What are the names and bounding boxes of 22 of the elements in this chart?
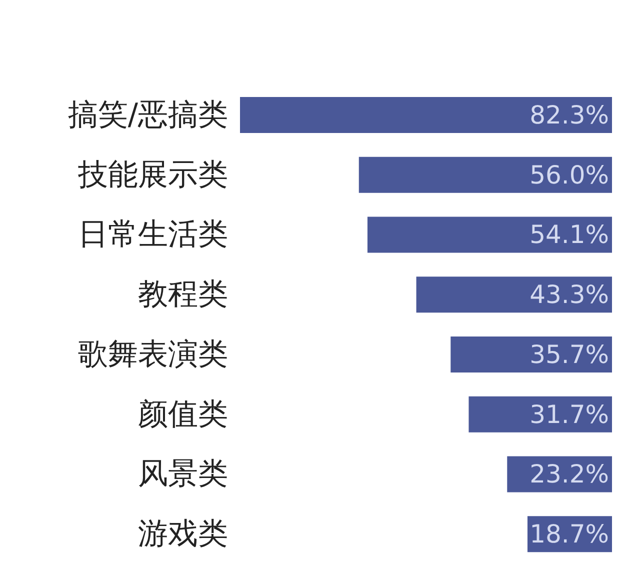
- y-tick-label: 颜值类: [138, 396, 228, 432]
- bar: [367, 216, 612, 253]
- bar: [240, 96, 612, 133]
- data-label: 54.1%: [530, 220, 609, 250]
- data-label: 43.3%: [530, 280, 609, 310]
- y-tick-label: 歌舞表演类: [78, 336, 228, 372]
- data-label: 31.7%: [530, 400, 609, 429]
- bar: [358, 156, 612, 193]
- data-label: 23.2%: [530, 460, 609, 489]
- y-tick-label: 日常生活类: [78, 217, 228, 252]
- bar: [450, 336, 612, 372]
- bar: [468, 396, 612, 432]
- y-tick-label: 技能展示类: [77, 157, 228, 192]
- bar: [416, 276, 612, 313]
- data-label: 56.0%: [530, 160, 609, 190]
- y-tick-label: 风景类: [138, 456, 228, 492]
- data-label: 18.7%: [530, 520, 609, 549]
- data-label: 82.3%: [530, 100, 609, 130]
- y-tick-label: 游戏类: [138, 516, 228, 552]
- y-tick-label: 搞笑/恶搞类: [68, 97, 228, 132]
- y-tick-label: 教程类: [138, 277, 228, 312]
- data-label: 35.7%: [530, 340, 609, 369]
